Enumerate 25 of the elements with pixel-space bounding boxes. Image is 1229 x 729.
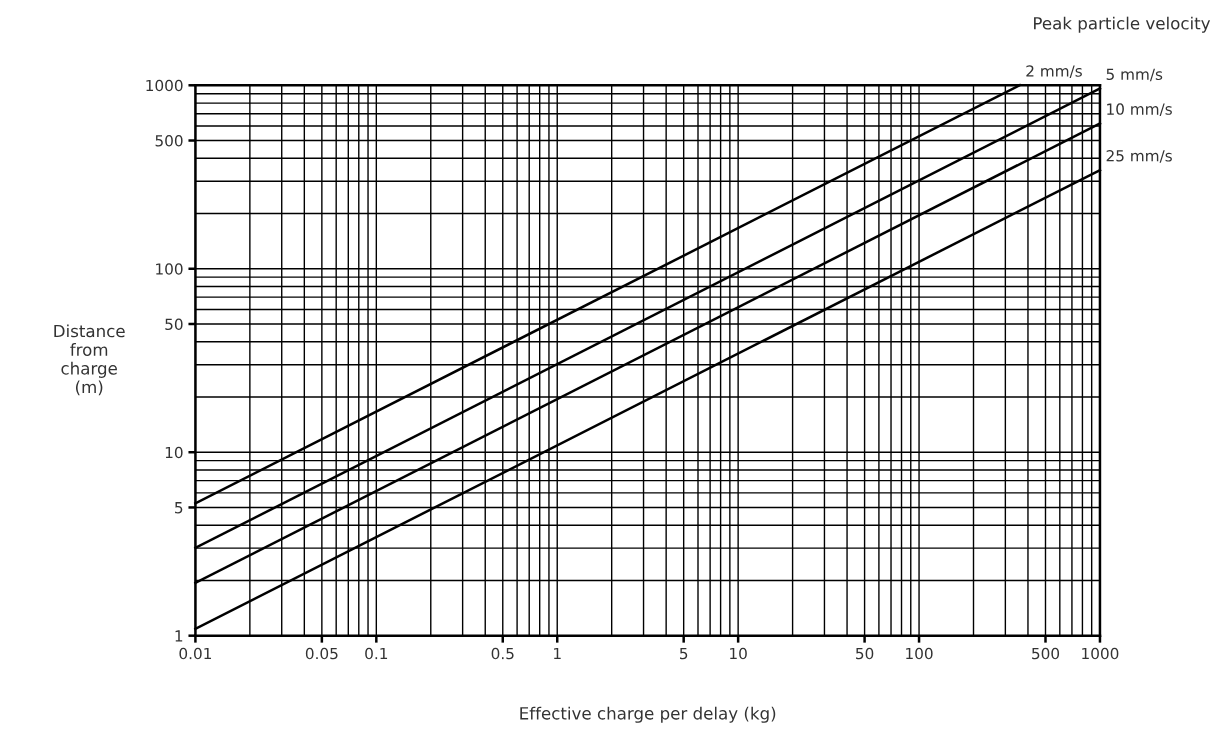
x-tick-label: 0.1 xyxy=(365,647,388,660)
y-tick-label: 10 xyxy=(165,446,183,459)
x-tick-label: 0.5 xyxy=(491,647,514,660)
y-tick-label: 1 xyxy=(175,630,183,642)
series-label: 25 mm/s xyxy=(1106,150,1172,163)
series-label: 2 mm/s xyxy=(1026,65,1082,78)
y-tick-label: 100 xyxy=(156,263,183,275)
y-tick-label: 5 xyxy=(175,502,183,514)
y-tick-label: 50 xyxy=(165,318,183,331)
y-tick-label: 1000 xyxy=(146,79,183,92)
y-axis-title: Distance from charge (m) xyxy=(54,324,125,396)
x-tick-label: 10 xyxy=(730,647,747,660)
series-label: 5 mm/s xyxy=(1106,68,1163,82)
x-tick-label: 1000 xyxy=(1082,647,1119,660)
series-label: 10 mm/s xyxy=(1107,103,1172,117)
x-axis-title: Effective charge per delay (kg) xyxy=(520,706,776,723)
y-tick-label: 500 xyxy=(155,134,183,147)
text: Peak particle velocity xyxy=(1034,16,1211,33)
x-tick-label: 50 xyxy=(856,647,874,660)
x-tick-label: 0.05 xyxy=(305,647,338,660)
x-tick-label: 0.01 xyxy=(179,647,212,660)
x-tick-label: 1 xyxy=(554,647,561,660)
x-tick-label: 500 xyxy=(1032,647,1060,660)
x-tick-label: 5 xyxy=(680,647,688,660)
x-tick-label: 100 xyxy=(906,647,933,660)
